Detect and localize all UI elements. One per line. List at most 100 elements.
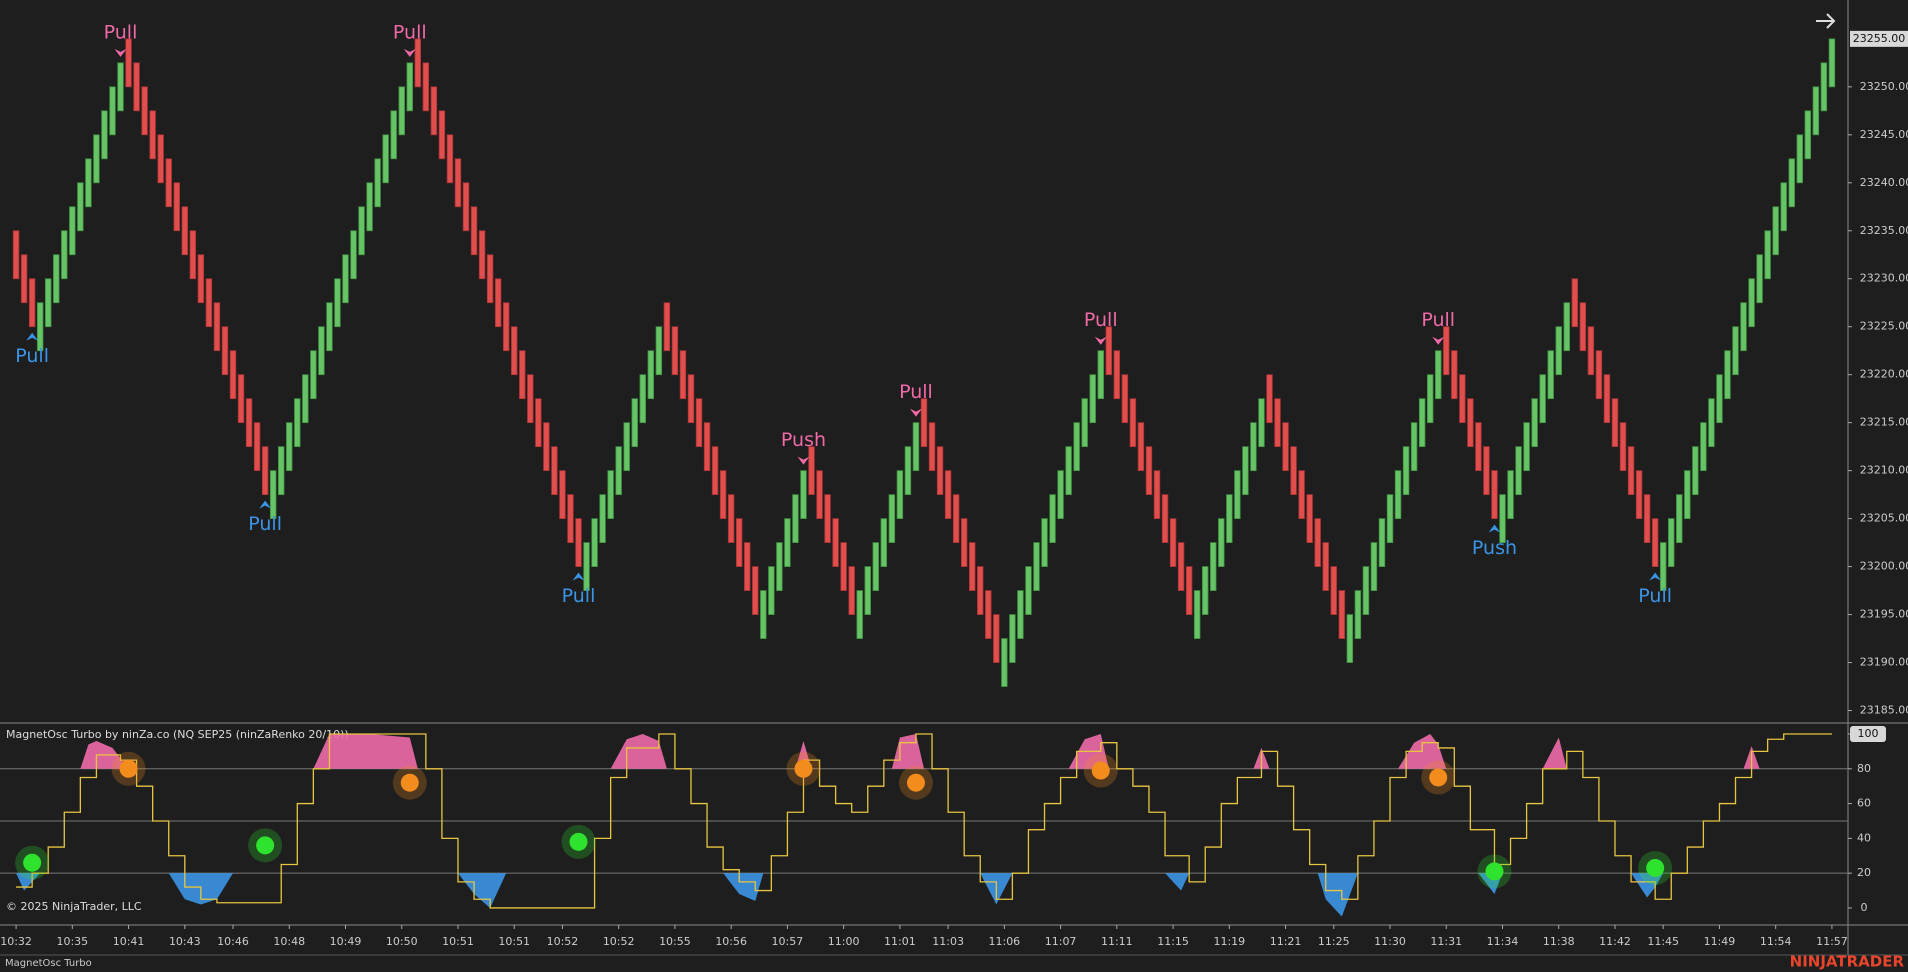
candle bbox=[229, 350, 237, 400]
candle bbox=[1306, 494, 1313, 544]
candle bbox=[655, 326, 663, 376]
signal-label: Pull bbox=[1421, 309, 1455, 331]
candle bbox=[1089, 374, 1096, 424]
candle bbox=[985, 590, 992, 639]
candle bbox=[1338, 590, 1346, 639]
candle bbox=[679, 350, 687, 400]
candle bbox=[1611, 398, 1619, 448]
x-tick-label: 10:41 bbox=[113, 935, 145, 948]
x-tick-label: 11:49 bbox=[1704, 935, 1736, 948]
x-tick-label: 11:31 bbox=[1430, 935, 1462, 948]
candle bbox=[310, 350, 317, 400]
candle bbox=[575, 518, 582, 567]
candle bbox=[462, 182, 470, 232]
candle bbox=[719, 470, 727, 520]
signal-label: Pull bbox=[104, 21, 138, 43]
candle bbox=[502, 302, 510, 352]
candle bbox=[647, 350, 655, 400]
candle bbox=[1804, 110, 1812, 160]
candle bbox=[1796, 134, 1804, 184]
scroll-arrow[interactable] bbox=[1816, 13, 1836, 29]
candle bbox=[735, 518, 743, 567]
candle bbox=[816, 470, 823, 520]
signal-dot bbox=[1646, 858, 1665, 877]
candle bbox=[1137, 422, 1145, 472]
candle bbox=[527, 374, 534, 424]
candle bbox=[800, 470, 807, 520]
candle bbox=[165, 158, 172, 208]
candle bbox=[1193, 590, 1201, 639]
signal-dot bbox=[23, 853, 42, 872]
candle bbox=[326, 302, 333, 352]
candle bbox=[36, 302, 44, 352]
candle bbox=[1033, 542, 1040, 591]
zone-area bbox=[1317, 873, 1358, 917]
candle bbox=[1700, 422, 1707, 472]
x-tick-label: 11:54 bbox=[1760, 935, 1792, 948]
candle bbox=[237, 374, 245, 424]
candle bbox=[1788, 158, 1795, 208]
signal-label: Pull bbox=[15, 345, 49, 367]
x-tick-label: 11:30 bbox=[1374, 935, 1406, 948]
candle bbox=[1507, 470, 1514, 520]
candle bbox=[928, 422, 936, 472]
candle bbox=[623, 422, 630, 472]
candle bbox=[687, 374, 695, 424]
signal-arrow bbox=[1649, 572, 1662, 581]
candle bbox=[824, 494, 831, 544]
x-tick-label: 10:32 bbox=[0, 935, 32, 948]
candle bbox=[478, 230, 486, 280]
candle bbox=[711, 446, 719, 496]
panel-tab[interactable]: MagnetOsc Turbo bbox=[5, 958, 92, 969]
x-tick-label: 11:34 bbox=[1487, 935, 1519, 948]
y-tick-label: 23230.00 bbox=[1860, 272, 1908, 285]
candle bbox=[53, 254, 60, 304]
candle bbox=[977, 566, 984, 615]
signal-label: Pull bbox=[562, 585, 596, 607]
candle bbox=[864, 566, 871, 615]
x-tick-label: 10:35 bbox=[56, 935, 88, 948]
candle bbox=[1692, 446, 1699, 496]
candle bbox=[366, 182, 373, 232]
candle bbox=[1153, 470, 1161, 520]
candle bbox=[1081, 398, 1088, 448]
candle bbox=[1210, 542, 1217, 591]
y-tick-label: 23195.00 bbox=[1860, 608, 1908, 621]
x-tick-label: 11:45 bbox=[1647, 935, 1679, 948]
candle bbox=[141, 86, 148, 136]
candle bbox=[896, 470, 904, 520]
candle bbox=[912, 422, 920, 472]
candle bbox=[703, 422, 711, 472]
candle bbox=[615, 446, 622, 496]
candle bbox=[1001, 638, 1008, 687]
candle bbox=[1676, 494, 1683, 544]
candle bbox=[1073, 422, 1080, 472]
candle bbox=[631, 398, 638, 448]
candle bbox=[1402, 446, 1410, 496]
y-tick-label: 23215.00 bbox=[1860, 416, 1908, 429]
signal-arrow bbox=[909, 408, 922, 417]
candle bbox=[1708, 398, 1715, 448]
zone-area bbox=[610, 734, 667, 769]
candle bbox=[1105, 326, 1113, 376]
candle bbox=[470, 206, 478, 256]
candle bbox=[1145, 446, 1153, 496]
candle bbox=[695, 398, 703, 448]
candle bbox=[278, 446, 285, 496]
x-tick-label: 11:11 bbox=[1101, 935, 1133, 948]
candle bbox=[591, 518, 598, 567]
x-tick-label: 10:51 bbox=[442, 935, 474, 948]
x-tick-label: 10:56 bbox=[715, 935, 747, 948]
zone-area bbox=[723, 873, 764, 901]
signal-dot bbox=[256, 836, 275, 855]
candle bbox=[1467, 398, 1474, 448]
signal-arrow bbox=[259, 500, 272, 509]
candle bbox=[559, 470, 566, 520]
candle bbox=[880, 518, 888, 567]
candle bbox=[1772, 206, 1779, 256]
candle bbox=[269, 470, 277, 520]
candle bbox=[1250, 422, 1257, 472]
signal-label: Pull bbox=[393, 21, 427, 43]
candle bbox=[1057, 470, 1064, 520]
